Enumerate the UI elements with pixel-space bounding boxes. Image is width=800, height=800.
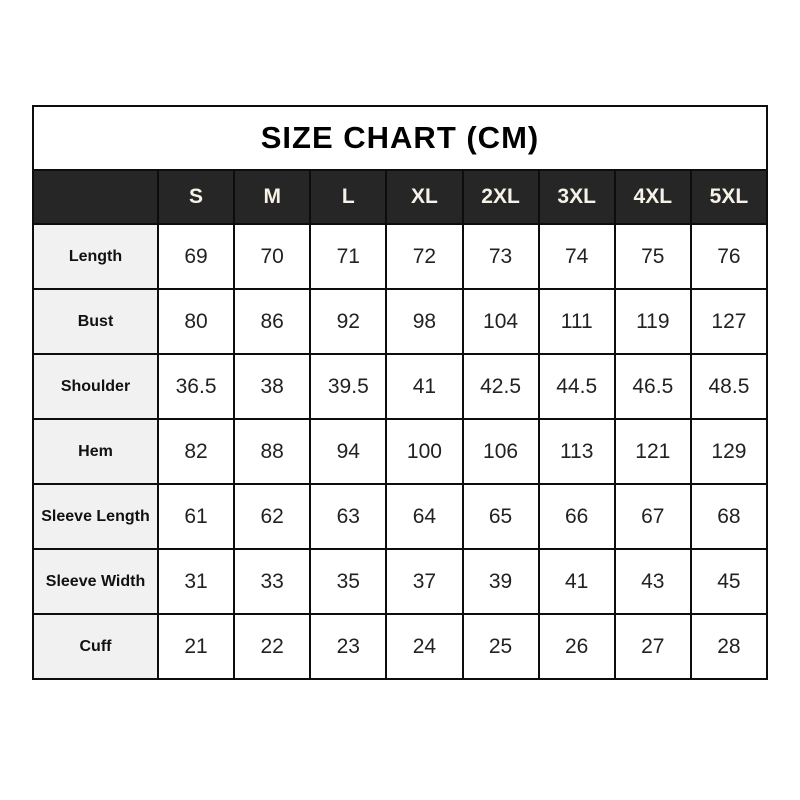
value-cell: 75 bbox=[613, 223, 692, 290]
header-cell-l: L bbox=[309, 169, 388, 225]
value-cell: 70 bbox=[233, 223, 312, 290]
row-label: Hem bbox=[32, 418, 159, 485]
value-cell: 119 bbox=[613, 288, 692, 355]
value-cell: 36.5 bbox=[156, 353, 236, 420]
value-cell: 27 bbox=[613, 613, 692, 680]
value-cell: 26 bbox=[537, 613, 616, 680]
value-cell: 65 bbox=[461, 483, 540, 550]
value-cell: 62 bbox=[233, 483, 312, 550]
value-cell: 129 bbox=[689, 418, 769, 485]
row-label: Bust bbox=[32, 288, 159, 355]
value-cell: 121 bbox=[613, 418, 692, 485]
table-row: Length 69 70 71 72 73 74 75 76 bbox=[32, 223, 769, 290]
value-cell: 41 bbox=[537, 548, 616, 615]
value-cell: 74 bbox=[537, 223, 616, 290]
value-cell: 42.5 bbox=[461, 353, 540, 420]
size-table-body: Length 69 70 71 72 73 74 75 76 Bust 80 86 92 98 104 111… bbox=[32, 223, 769, 680]
value-cell: 38 bbox=[233, 353, 312, 420]
chart-title: SIZE CHART (CM) bbox=[32, 105, 768, 171]
row-label: Length bbox=[32, 223, 159, 290]
value-cell: 46.5 bbox=[613, 353, 692, 420]
value-cell: 63 bbox=[309, 483, 388, 550]
value-cell: 23 bbox=[309, 613, 388, 680]
value-cell: 24 bbox=[385, 613, 464, 680]
value-cell: 94 bbox=[309, 418, 388, 485]
size-chart-table: SIZE CHART (CM) S M L XL 2XL 3XL 4XL 5XL Length… bbox=[32, 105, 769, 680]
value-cell: 72 bbox=[385, 223, 464, 290]
value-cell: 106 bbox=[461, 418, 540, 485]
table-row: Sleeve Width 31 33 35 37 39 41 43 45 bbox=[32, 548, 769, 615]
row-label: Sleeve Length bbox=[32, 483, 159, 550]
value-cell: 44.5 bbox=[537, 353, 616, 420]
value-cell: 69 bbox=[156, 223, 236, 290]
value-cell: 39 bbox=[461, 548, 540, 615]
header-cell-2xl: 2XL bbox=[461, 169, 540, 225]
value-cell: 127 bbox=[689, 288, 769, 355]
value-cell: 61 bbox=[156, 483, 236, 550]
value-cell: 28 bbox=[689, 613, 769, 680]
row-label: Sleeve Width bbox=[32, 548, 159, 615]
value-cell: 21 bbox=[156, 613, 236, 680]
value-cell: 67 bbox=[613, 483, 692, 550]
header-cell-5xl: 5XL bbox=[689, 169, 769, 225]
value-cell: 71 bbox=[309, 223, 388, 290]
value-cell: 88 bbox=[233, 418, 312, 485]
value-cell: 48.5 bbox=[689, 353, 769, 420]
value-cell: 39.5 bbox=[309, 353, 388, 420]
value-cell: 80 bbox=[156, 288, 236, 355]
value-cell: 41 bbox=[385, 353, 464, 420]
value-cell: 33 bbox=[233, 548, 312, 615]
table-row: Bust 80 86 92 98 104 111 119 127 bbox=[32, 288, 769, 355]
value-cell: 76 bbox=[689, 223, 769, 290]
header-cell-s: S bbox=[156, 169, 236, 225]
title-row: SIZE CHART (CM) bbox=[32, 105, 768, 171]
value-cell: 68 bbox=[689, 483, 769, 550]
value-cell: 25 bbox=[461, 613, 540, 680]
value-cell: 104 bbox=[461, 288, 540, 355]
value-cell: 43 bbox=[613, 548, 692, 615]
header-cell-m: M bbox=[233, 169, 312, 225]
corner-cell bbox=[32, 169, 159, 225]
value-cell: 113 bbox=[537, 418, 616, 485]
value-cell: 35 bbox=[309, 548, 388, 615]
value-cell: 82 bbox=[156, 418, 236, 485]
value-cell: 45 bbox=[689, 548, 769, 615]
table-row: Sleeve Length 61 62 63 64 65 66 67 68 bbox=[32, 483, 769, 550]
value-cell: 92 bbox=[309, 288, 388, 355]
header-cell-xl: XL bbox=[385, 169, 464, 225]
value-cell: 66 bbox=[537, 483, 616, 550]
value-cell: 86 bbox=[233, 288, 312, 355]
row-label: Cuff bbox=[32, 613, 159, 680]
value-cell: 73 bbox=[461, 223, 540, 290]
value-cell: 64 bbox=[385, 483, 464, 550]
value-cell: 31 bbox=[156, 548, 236, 615]
value-cell: 111 bbox=[537, 288, 616, 355]
row-label: Shoulder bbox=[32, 353, 159, 420]
table-row: Hem 82 88 94 100 106 113 121 129 bbox=[32, 418, 769, 485]
header-cell-3xl: 3XL bbox=[537, 169, 616, 225]
value-cell: 100 bbox=[385, 418, 464, 485]
header-cell-4xl: 4XL bbox=[613, 169, 692, 225]
table-row: Shoulder 36.5 38 39.5 41 42.5 44.5 46.5 48.5 bbox=[32, 353, 769, 420]
size-header-row: S M L XL 2XL 3XL 4XL 5XL bbox=[32, 169, 769, 225]
value-cell: 37 bbox=[385, 548, 464, 615]
value-cell: 98 bbox=[385, 288, 464, 355]
value-cell: 22 bbox=[233, 613, 312, 680]
table-row: Cuff 21 22 23 24 25 26 27 28 bbox=[32, 613, 769, 680]
